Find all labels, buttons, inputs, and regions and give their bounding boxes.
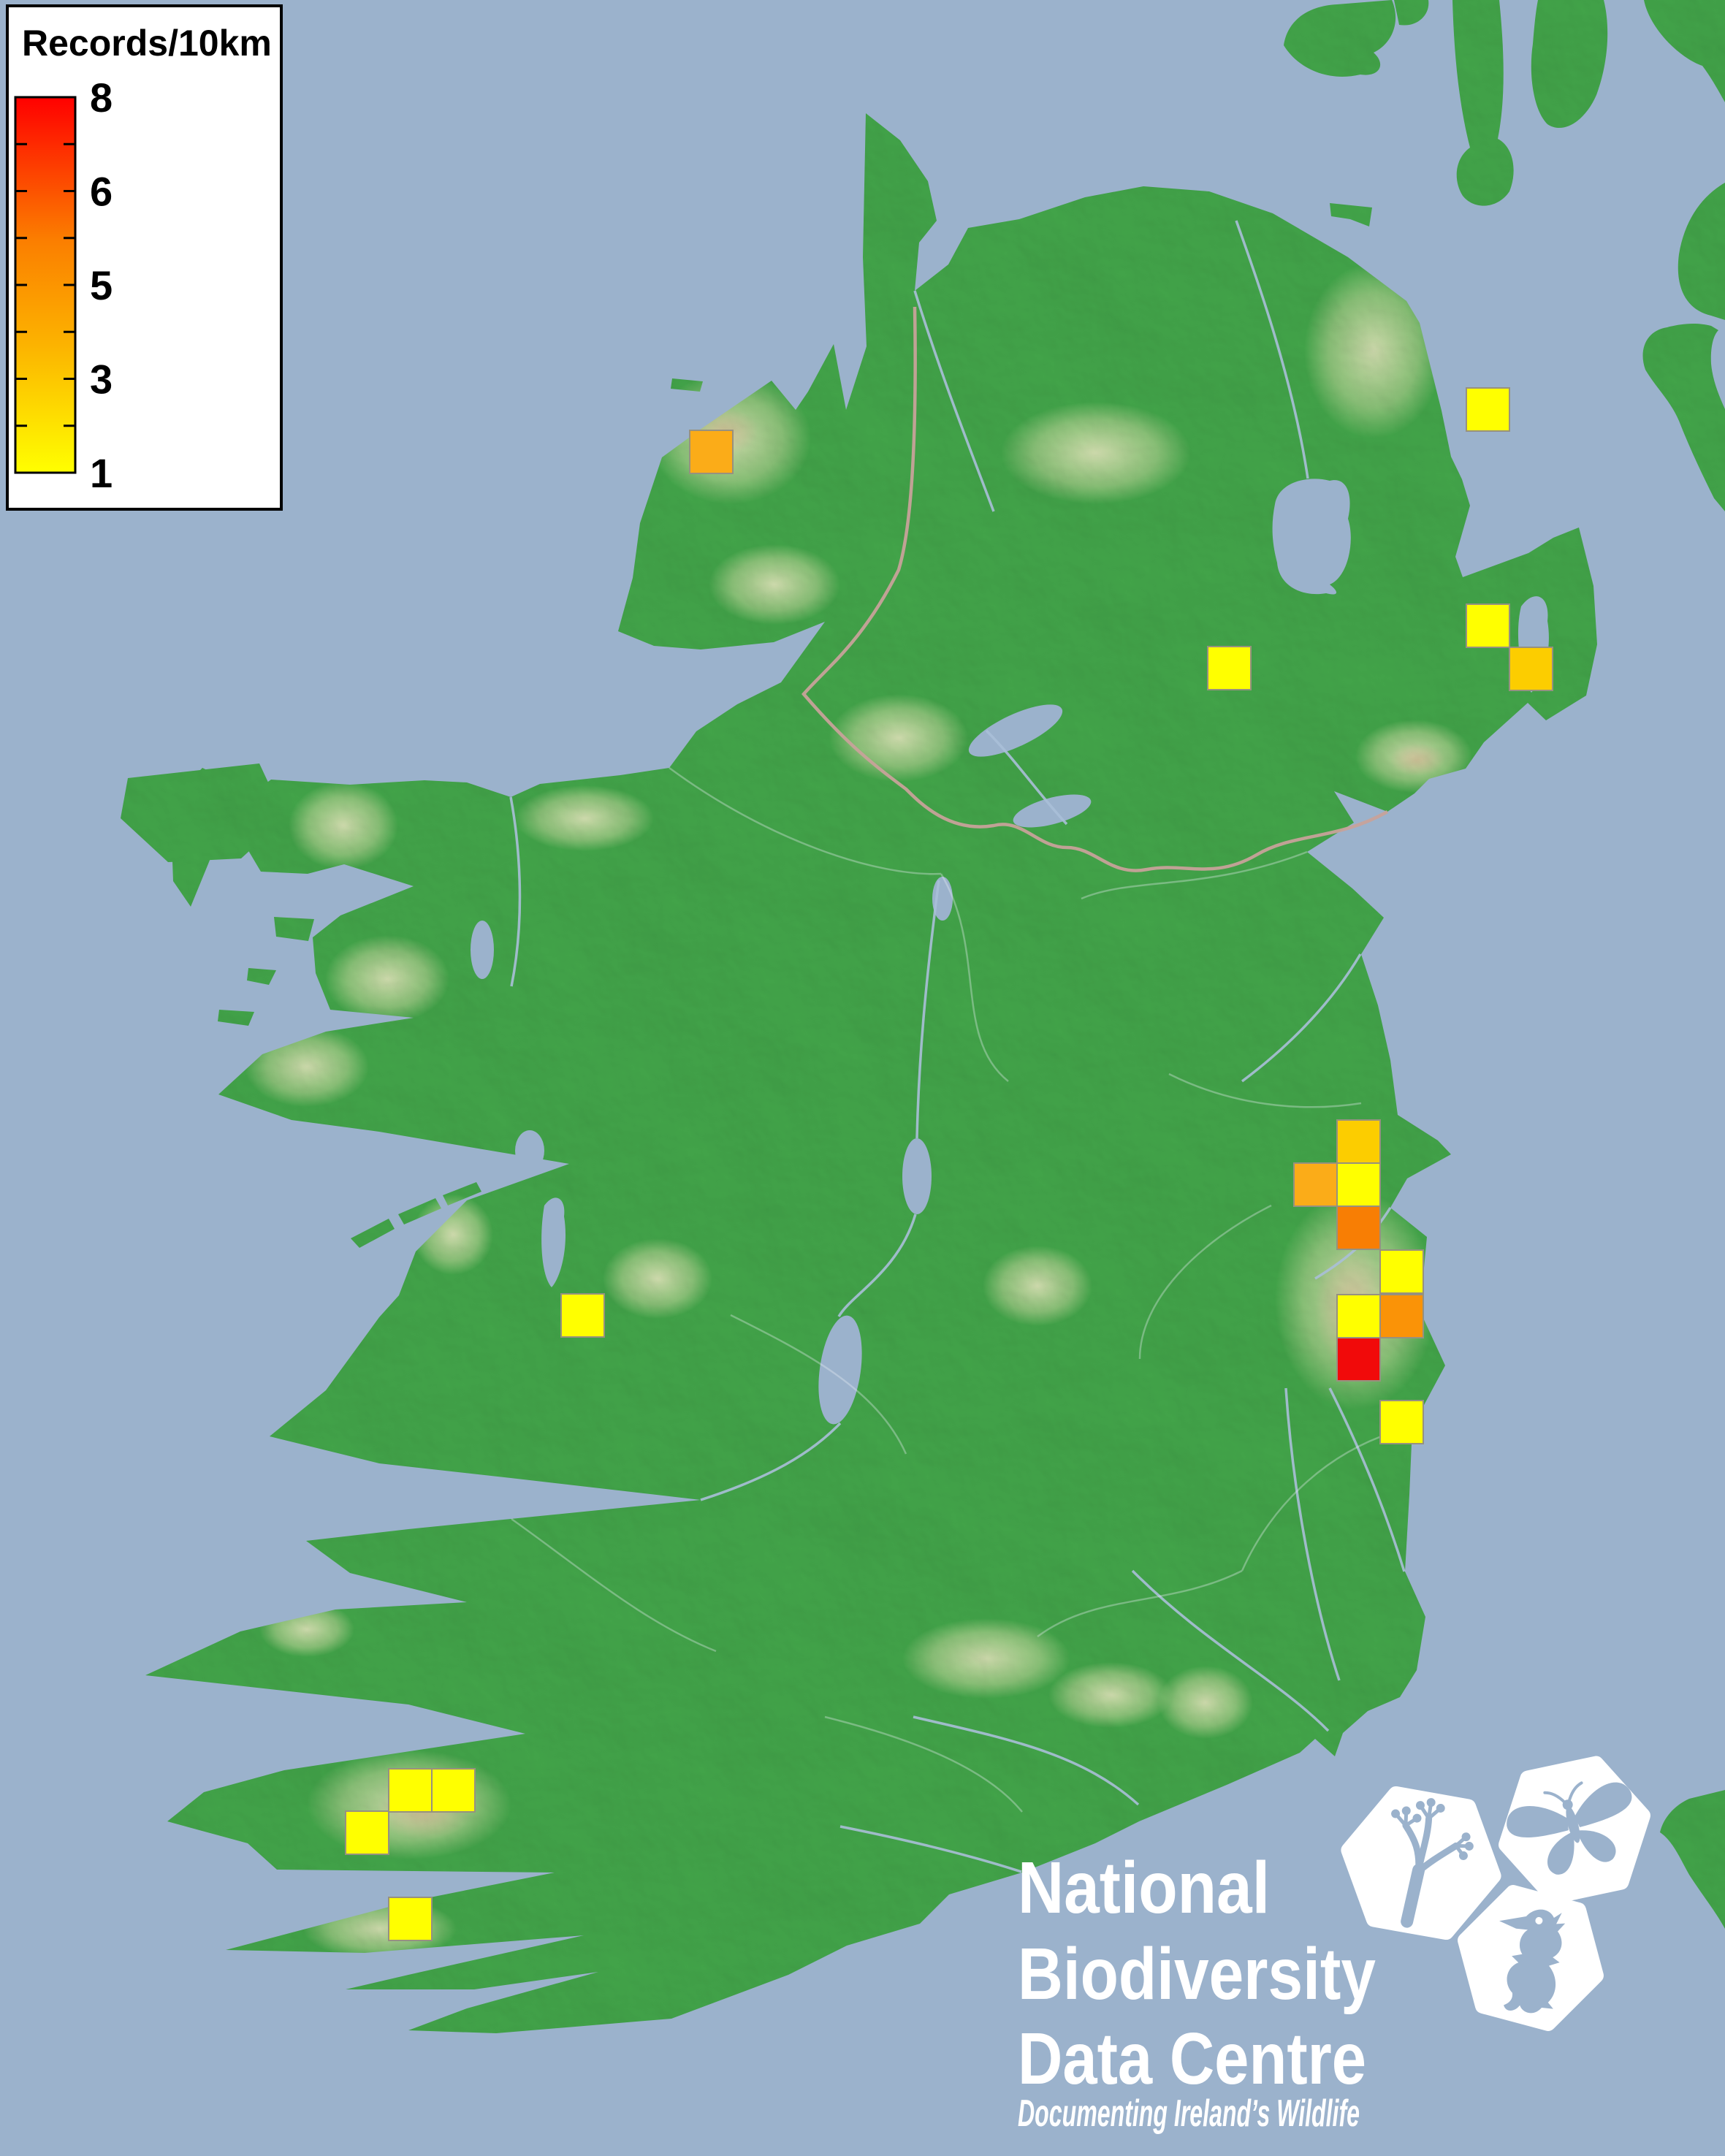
logo-line1: National (1018, 1847, 1270, 1929)
grid-cell[interactable] (561, 1294, 604, 1337)
grid-cell[interactable] (1337, 1295, 1380, 1338)
lough-neagh (1273, 479, 1351, 594)
logo-line2: Biodiversity (1018, 1933, 1376, 2015)
grid-cell[interactable] (1380, 1295, 1423, 1338)
grid-cell[interactable] (1337, 1163, 1380, 1206)
grid-cell[interactable] (1337, 1338, 1380, 1381)
grid-cell[interactable] (389, 1769, 432, 1812)
grid-cell[interactable] (690, 430, 733, 473)
grid-cell[interactable] (1337, 1206, 1380, 1249)
grid-cell[interactable] (1294, 1163, 1337, 1206)
grid-cell[interactable] (1509, 647, 1553, 690)
legend: Records/10km 8 6 5 3 1 (7, 6, 281, 509)
grid-cell[interactable] (346, 1811, 389, 1854)
legend-tick-label: 6 (90, 169, 113, 215)
grid-cell[interactable] (389, 1897, 432, 1940)
grid-cell[interactable] (432, 1769, 475, 1812)
grid-cell[interactable] (1208, 647, 1251, 690)
grid-cell[interactable] (1380, 1250, 1423, 1293)
legend-tick-label: 5 (90, 262, 113, 308)
logo-tagline: Documenting Ireland’s Wildlife (1018, 2092, 1360, 2135)
legend-tick-label: 3 (90, 357, 113, 403)
legend-tick-label: 1 (90, 450, 113, 496)
grid-cell[interactable] (1380, 1401, 1423, 1444)
distribution-map: Records/10km 8 6 5 3 1 National Biodiversity… (0, 0, 1725, 2156)
grid-cell[interactable] (1466, 604, 1509, 647)
legend-tick-label: 8 (90, 75, 113, 121)
grid-cell[interactable] (1466, 388, 1509, 431)
logo-line3: Data Centre (1018, 2018, 1366, 2100)
map-svg: Records/10km 8 6 5 3 1 National Biodiversity… (0, 0, 1725, 2156)
grid-cell[interactable] (1337, 1120, 1380, 1163)
legend-title: Records/10km (22, 23, 272, 64)
